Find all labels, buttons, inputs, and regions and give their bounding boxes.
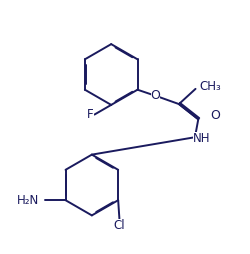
Text: H₂N: H₂N bbox=[16, 194, 39, 207]
Text: Cl: Cl bbox=[114, 219, 125, 232]
Text: O: O bbox=[150, 89, 160, 102]
Text: O: O bbox=[211, 109, 220, 122]
Text: NH: NH bbox=[193, 132, 210, 145]
Text: F: F bbox=[87, 108, 94, 121]
Text: CH₃: CH₃ bbox=[200, 80, 222, 93]
